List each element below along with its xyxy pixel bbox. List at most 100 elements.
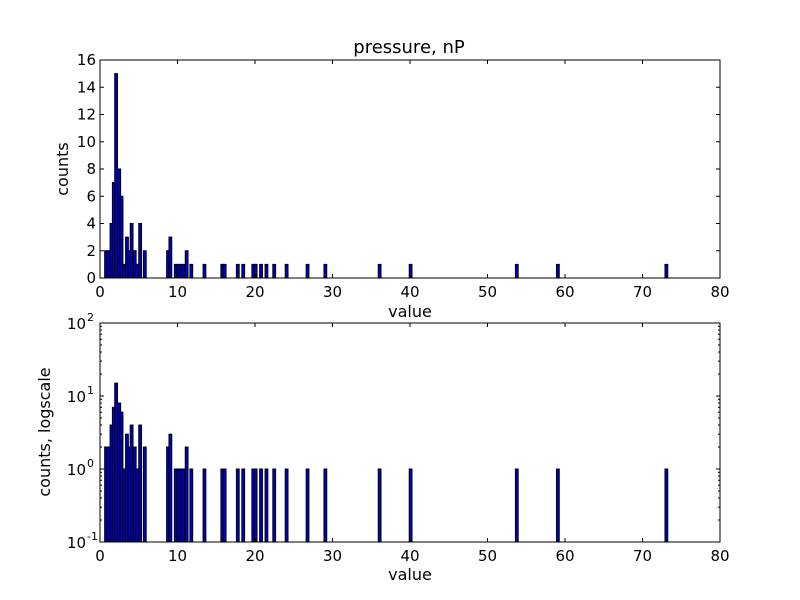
bottom-histogram-bar <box>284 468 289 543</box>
bottom-histogram-bar <box>202 468 207 543</box>
top-histogram-bar <box>241 263 246 279</box>
bottom-histogram-bar <box>121 468 126 543</box>
top-histogram-bar <box>129 223 134 279</box>
bottom-y-tick-label: 10 <box>67 315 86 333</box>
bottom-histogram-bar <box>555 468 560 543</box>
bottom-histogram-bar <box>129 424 134 543</box>
bottom-histogram-bar <box>259 468 263 543</box>
bottom-histogram-bar <box>323 468 328 543</box>
top-histogram-bar <box>202 263 207 279</box>
bottom-histogram-bar <box>264 468 269 543</box>
top-histogram-bar <box>121 263 126 279</box>
bottom-x-tick-label: 20 <box>245 547 264 565</box>
top-x-tick-label: 60 <box>555 283 574 301</box>
bottom-histogram-bar <box>189 468 194 543</box>
bottom-x-tick-label: 70 <box>633 547 652 565</box>
bottom-histogram-bar <box>514 468 519 543</box>
bottom-y-tick-label: 10 <box>67 461 86 479</box>
bottom-histogram-bar <box>235 468 240 543</box>
top-histogram-bar <box>135 263 139 279</box>
top-x-tick-label: 10 <box>168 283 187 301</box>
top-histogram-panel: pressure, nP 0 10 20 30 40 50 60 70 800246810121… <box>53 37 730 321</box>
top-histogram-bar <box>114 73 119 279</box>
bottom-histogram-bar <box>142 446 147 543</box>
bottom-y-tick-exponent: -1 <box>87 530 98 543</box>
bottom-bars <box>104 382 669 543</box>
bottom-y-axis-label: counts, logscale <box>35 367 54 496</box>
top-x-tick-label: 40 <box>400 283 419 301</box>
bottom-y-tick-exponent: 1 <box>87 384 94 397</box>
top-y-tick-label: 8 <box>86 160 96 178</box>
bottom-x-tick-label: 50 <box>478 547 497 565</box>
bottom-x-axis-label: value <box>388 565 432 584</box>
top-histogram-bar <box>664 263 669 279</box>
bottom-histogram-bar <box>408 468 413 543</box>
top-histogram-bar <box>184 250 189 279</box>
bottom-histogram-bar <box>222 468 227 543</box>
bottom-histogram-bar <box>168 433 173 543</box>
bottom-y-tick-label: 10 <box>67 388 86 406</box>
top-histogram-bar <box>514 263 519 279</box>
bottom-x-tick-label: 40 <box>400 547 419 565</box>
bottom-x-tick-label: 30 <box>323 547 342 565</box>
top-histogram-bar <box>138 223 143 279</box>
top-histogram-bar <box>555 263 560 279</box>
top-histogram-bar <box>181 263 186 279</box>
top-x-tick-label: 80 <box>710 283 729 301</box>
bottom-histogram-bar <box>377 468 382 543</box>
top-histogram-bar <box>272 263 277 279</box>
top-histogram-bar <box>264 263 269 279</box>
top-y-tick-label: 16 <box>77 51 96 69</box>
bottom-histogram-bar <box>138 424 143 543</box>
bottom-y-tick-exponent: 2 <box>87 311 94 324</box>
top-x-tick-label: 70 <box>633 283 652 301</box>
top-y-tick-label: 14 <box>77 78 96 96</box>
top-x-tick-label: 0 <box>95 283 105 301</box>
bottom-y-tick-label: 10 <box>67 534 86 552</box>
top-y-tick-label: 2 <box>86 242 96 260</box>
bottom-histogram-bar <box>106 446 111 543</box>
bottom-histogram-bar <box>664 468 669 543</box>
top-histogram-bar <box>259 263 263 279</box>
bottom-histogram-bar <box>114 382 119 543</box>
top-bars <box>104 73 669 279</box>
bottom-x-tick-label: 0 <box>95 547 105 565</box>
top-histogram-bar <box>305 263 310 279</box>
bottom-histogram-bar <box>253 468 258 543</box>
top-y-axis-label: counts <box>53 142 72 195</box>
top-histogram-bar <box>323 263 328 279</box>
top-histogram-bar <box>222 263 227 279</box>
top-chart-title: pressure, nP <box>353 37 465 58</box>
top-histogram-bar <box>106 250 111 279</box>
bottom-histogram-bar <box>272 468 277 543</box>
bottom-y-tick-exponent: 0 <box>87 457 94 470</box>
top-x-tick-label: 50 <box>478 283 497 301</box>
bottom-histogram-bar <box>241 468 246 543</box>
top-x-axis-label: value <box>388 302 432 321</box>
bottom-x-tick-label: 60 <box>555 547 574 565</box>
top-y-tick-label: 0 <box>86 269 96 287</box>
top-x-tick-label: 30 <box>323 283 342 301</box>
top-histogram-bar <box>284 263 289 279</box>
bottom-histogram-bar <box>181 468 186 543</box>
top-histogram-bar <box>189 263 194 279</box>
top-y-tick-label: 6 <box>86 187 96 205</box>
bottom-histogram-bar <box>184 446 189 543</box>
top-x-tick-label: 20 <box>245 283 264 301</box>
top-histogram-bar <box>142 250 147 279</box>
bottom-x-tick-label: 80 <box>710 547 729 565</box>
top-histogram-bar <box>168 236 173 279</box>
bottom-x-tick-label: 10 <box>168 547 187 565</box>
top-plot-frame <box>99 59 721 279</box>
top-y-tick-label: 10 <box>77 133 96 151</box>
top-y-tick-label: 12 <box>77 106 96 124</box>
top-histogram-bar <box>235 263 240 279</box>
bottom-histogram-bar <box>305 468 310 543</box>
bottom-histogram-bar <box>173 468 178 543</box>
bottom-histogram-bar <box>135 468 139 543</box>
top-ticks: 0 10 20 30 40 50 60 70 80 0 2 4 6 8 10 12 14 16 <box>77 51 730 301</box>
top-histogram-bar <box>377 263 382 279</box>
